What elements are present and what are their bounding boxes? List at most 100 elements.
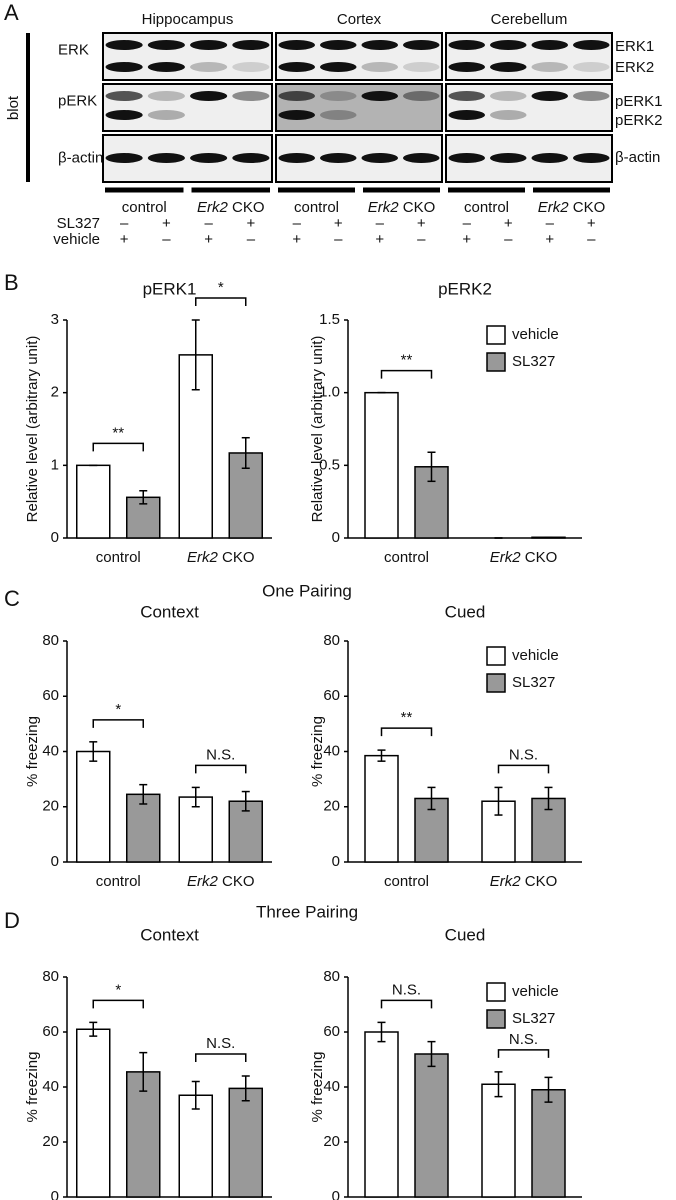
y-tick-label: 20 [42,1133,59,1150]
legend-swatch [486,646,506,666]
x-tick-label: Erk2 CKO [490,549,558,566]
row-label: β-actin [58,149,103,166]
band [190,40,228,50]
significance-bracket [195,764,247,774]
y-axis-label: % freezing [309,716,326,787]
band [278,40,316,50]
band [105,62,143,72]
band [489,62,527,72]
treatment-sign: + [120,231,129,248]
chart-title: Context [140,925,199,944]
treatment-sign: + [334,215,343,232]
treatment-sign: – [587,231,596,248]
bar [76,750,111,863]
bar [178,1094,213,1198]
legend-label: SL327 [512,674,555,691]
band [105,40,143,50]
band [319,153,357,163]
bar [126,793,161,863]
band [232,91,270,101]
y-tick-label: 80 [42,968,59,985]
y-tick-label: 20 [323,798,340,815]
legend-swatch [486,1009,506,1029]
side-label: blot [5,95,22,120]
treatment-sign: – [247,231,256,248]
band [361,91,399,101]
y-tick-label: 0 [332,529,340,546]
band-label: ERK1 [615,38,654,55]
y-tick-label: 1 [51,456,59,473]
y-tick-label: 2 [51,384,59,401]
significance-label: N.S. [206,746,235,763]
y-axis-label: Relative level (arbitrary unit) [24,336,41,523]
panel-letter: D [4,908,20,933]
significance-bracket [380,999,433,1009]
chart-title: pERK2 [438,279,492,298]
band [147,110,185,120]
significance-label: N.S. [509,746,538,763]
group-label: control [122,199,167,216]
y-tick-label: 0.5 [319,456,340,473]
y-tick-label: 0 [332,853,340,870]
significance-bracket [92,999,144,1009]
y-axis-label: % freezing [24,716,41,787]
significance-label: ** [112,424,124,441]
band-label: pERK2 [615,112,663,129]
treatment-sign: + [587,215,596,232]
panel-letter: B [4,270,19,295]
treatment-sign: – [463,215,472,232]
legend-label: SL327 [512,353,555,370]
y-tick-label: 60 [42,687,59,704]
y-axis-label: % freezing [309,1052,326,1123]
y-tick-label: 80 [42,632,59,649]
legend-swatch [486,673,506,693]
significance-bracket [497,1049,550,1058]
significance-label: * [115,981,121,998]
group-label: Erk2 CKO [197,199,265,216]
band [319,62,357,72]
panel-letter: A [4,0,19,25]
treatment-label: vehicle [53,231,100,248]
band [572,62,610,72]
significance-label: * [115,701,121,718]
legend-label: vehicle [512,983,559,1000]
bar [364,391,399,539]
x-tick-label: control [384,873,429,890]
blot-frame [275,83,443,132]
band [278,91,316,101]
y-tick-label: 60 [42,1023,59,1040]
band [448,62,486,72]
y-tick-label: 40 [42,742,59,759]
y-tick-label: 80 [323,968,340,985]
band [448,40,486,50]
group-label: Erk2 CKO [538,199,606,216]
band [489,110,527,120]
y-tick-label: 1.0 [319,384,340,401]
section-title: One Pairing [262,581,352,600]
band [489,91,527,101]
x-tick-label: Erk2 CKO [187,549,255,566]
treatment-sign: + [504,215,513,232]
band-label: ERK2 [615,59,654,76]
band [147,62,185,72]
bar [364,1031,399,1198]
section-title: Three Pairing [256,902,358,921]
band [361,153,399,163]
y-tick-label: 0 [51,529,59,546]
band [278,153,316,163]
band [572,91,610,101]
y-tick-label: 1.5 [319,311,340,328]
band [190,62,228,72]
y-tick-label: 40 [42,1078,59,1095]
band [147,153,185,163]
significance-label: * [218,279,224,296]
row-label: ERK [58,41,89,58]
x-tick-label: Erk2 CKO [490,873,558,890]
bar [364,754,399,863]
treatment-sign: – [120,215,129,232]
chart-title: pERK1 [143,279,197,298]
blot-frame [445,32,613,81]
y-axis-label: % freezing [24,1052,41,1123]
band [278,62,316,72]
